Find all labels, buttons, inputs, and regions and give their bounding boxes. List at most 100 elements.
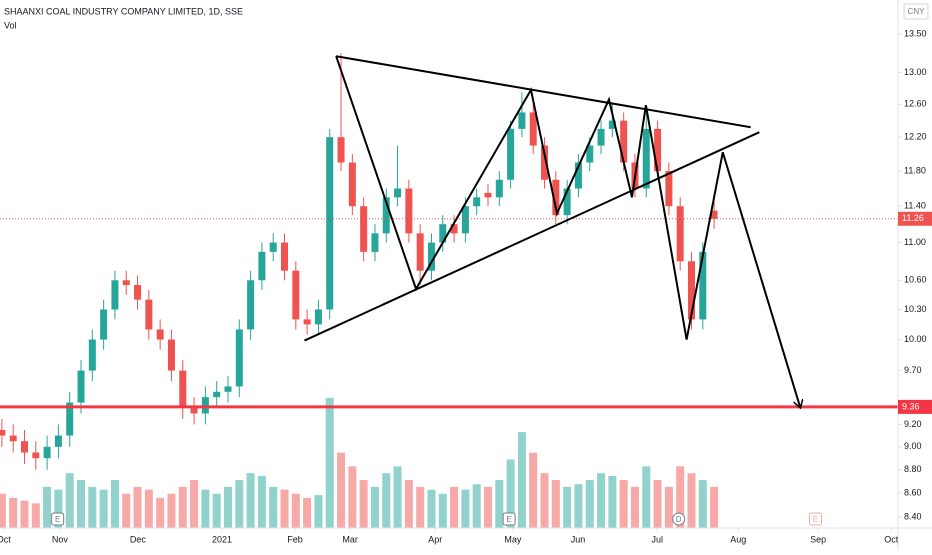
candle-body bbox=[563, 188, 571, 216]
volume-bar bbox=[269, 486, 278, 528]
volume-bar bbox=[20, 500, 29, 528]
volume-bar bbox=[144, 489, 153, 528]
volume-bar bbox=[359, 480, 368, 528]
candle-body bbox=[348, 162, 356, 207]
volume-bar bbox=[88, 486, 97, 528]
candle-body bbox=[699, 251, 707, 320]
trend-drawing bbox=[304, 131, 760, 342]
volume-bar bbox=[698, 480, 707, 528]
x-tick-label: Jun bbox=[571, 534, 586, 544]
candle-body bbox=[394, 188, 402, 198]
y-tick-label: 13.00 bbox=[904, 67, 927, 77]
volume-bar bbox=[257, 475, 266, 528]
candle-body bbox=[20, 441, 28, 453]
candle-body bbox=[179, 370, 187, 408]
volume-bar bbox=[517, 432, 526, 528]
volume-bar bbox=[416, 486, 425, 528]
candle-body bbox=[484, 192, 492, 198]
candle-body bbox=[665, 171, 673, 207]
candle-body bbox=[529, 112, 537, 146]
volume-bar bbox=[393, 466, 402, 528]
volume-bar bbox=[472, 484, 481, 528]
currency-box[interactable] bbox=[903, 3, 929, 20]
volume-bar bbox=[676, 466, 685, 528]
volume-bar bbox=[574, 484, 583, 528]
volume-bar bbox=[77, 480, 86, 528]
candle-body bbox=[597, 128, 605, 146]
candle-body bbox=[303, 319, 311, 325]
y-tick-label: 10.00 bbox=[904, 334, 927, 344]
x-tick-label: Oct bbox=[0, 534, 11, 544]
candle-body bbox=[9, 435, 17, 442]
volume-bar bbox=[110, 480, 119, 528]
candle-body bbox=[167, 339, 175, 371]
y-tick-label: 10.30 bbox=[904, 304, 927, 314]
candle-body bbox=[405, 188, 413, 234]
y-tick-label: 10.60 bbox=[904, 275, 927, 285]
volume-bar bbox=[630, 486, 639, 528]
event-label: D bbox=[676, 515, 682, 524]
x-tick-label: Aug bbox=[730, 534, 746, 544]
candle-body bbox=[439, 224, 447, 243]
event-label: E bbox=[813, 515, 818, 524]
candle-body bbox=[190, 407, 198, 414]
candle-body bbox=[269, 242, 277, 252]
candle-body bbox=[541, 145, 549, 180]
volume-bar bbox=[99, 489, 108, 528]
volume-bar bbox=[540, 473, 549, 528]
x-tick-label: 2021 bbox=[212, 534, 232, 544]
candle-body bbox=[676, 206, 684, 262]
volume-bar bbox=[506, 459, 515, 528]
volume-bar bbox=[65, 473, 74, 528]
event-marker bbox=[502, 512, 516, 526]
y-tick-label: 9.00 bbox=[904, 441, 922, 451]
trend-drawing bbox=[335, 55, 751, 129]
y-tick-label: 9.70 bbox=[904, 365, 922, 375]
volume-bar bbox=[280, 489, 289, 528]
volume-bar bbox=[710, 486, 719, 528]
volume-bar bbox=[31, 503, 40, 528]
hline-price-label-box bbox=[898, 399, 932, 414]
candle-body bbox=[608, 120, 616, 129]
volume-bar bbox=[314, 495, 323, 528]
candle-body bbox=[100, 309, 108, 340]
volume-bar bbox=[642, 466, 651, 528]
candle-body bbox=[507, 128, 515, 180]
candle-body bbox=[360, 206, 368, 252]
candle-body bbox=[495, 179, 503, 198]
volume-bar bbox=[325, 397, 334, 528]
candle-body bbox=[77, 370, 85, 403]
event-marker bbox=[808, 512, 822, 526]
volume-bar bbox=[167, 493, 176, 528]
volume-bar bbox=[551, 480, 560, 528]
volume-bar bbox=[608, 475, 617, 528]
candle-body bbox=[88, 339, 96, 371]
x-tick-label: May bbox=[504, 534, 522, 544]
x-tick-label: Sep bbox=[810, 534, 826, 544]
volume-bar bbox=[178, 486, 187, 528]
trend-drawing bbox=[335, 55, 800, 408]
candle-body bbox=[258, 251, 266, 281]
volume-bar bbox=[0, 493, 6, 528]
y-tick-label: 8.60 bbox=[904, 487, 922, 497]
hline-price-label: 9.36 bbox=[902, 401, 920, 411]
y-tick-label: 11.00 bbox=[904, 237, 926, 247]
volume-bar bbox=[122, 493, 131, 528]
drawing-layer bbox=[0, 55, 898, 408]
last-price-label: 11.26 bbox=[902, 213, 924, 223]
volume-bar bbox=[563, 486, 572, 528]
last-price-label-box bbox=[898, 211, 932, 226]
candle-body bbox=[235, 329, 243, 387]
volume-bar bbox=[484, 486, 493, 528]
candle-body bbox=[247, 280, 255, 330]
volume-bar bbox=[133, 486, 142, 528]
candle-body bbox=[111, 280, 119, 310]
y-tick-label: 8.40 bbox=[904, 511, 922, 521]
y-tick-label: 12.60 bbox=[904, 99, 927, 109]
volume-bar bbox=[382, 473, 391, 528]
candle-body bbox=[710, 210, 718, 219]
candle-body bbox=[156, 329, 164, 340]
volume-bar bbox=[653, 480, 662, 528]
